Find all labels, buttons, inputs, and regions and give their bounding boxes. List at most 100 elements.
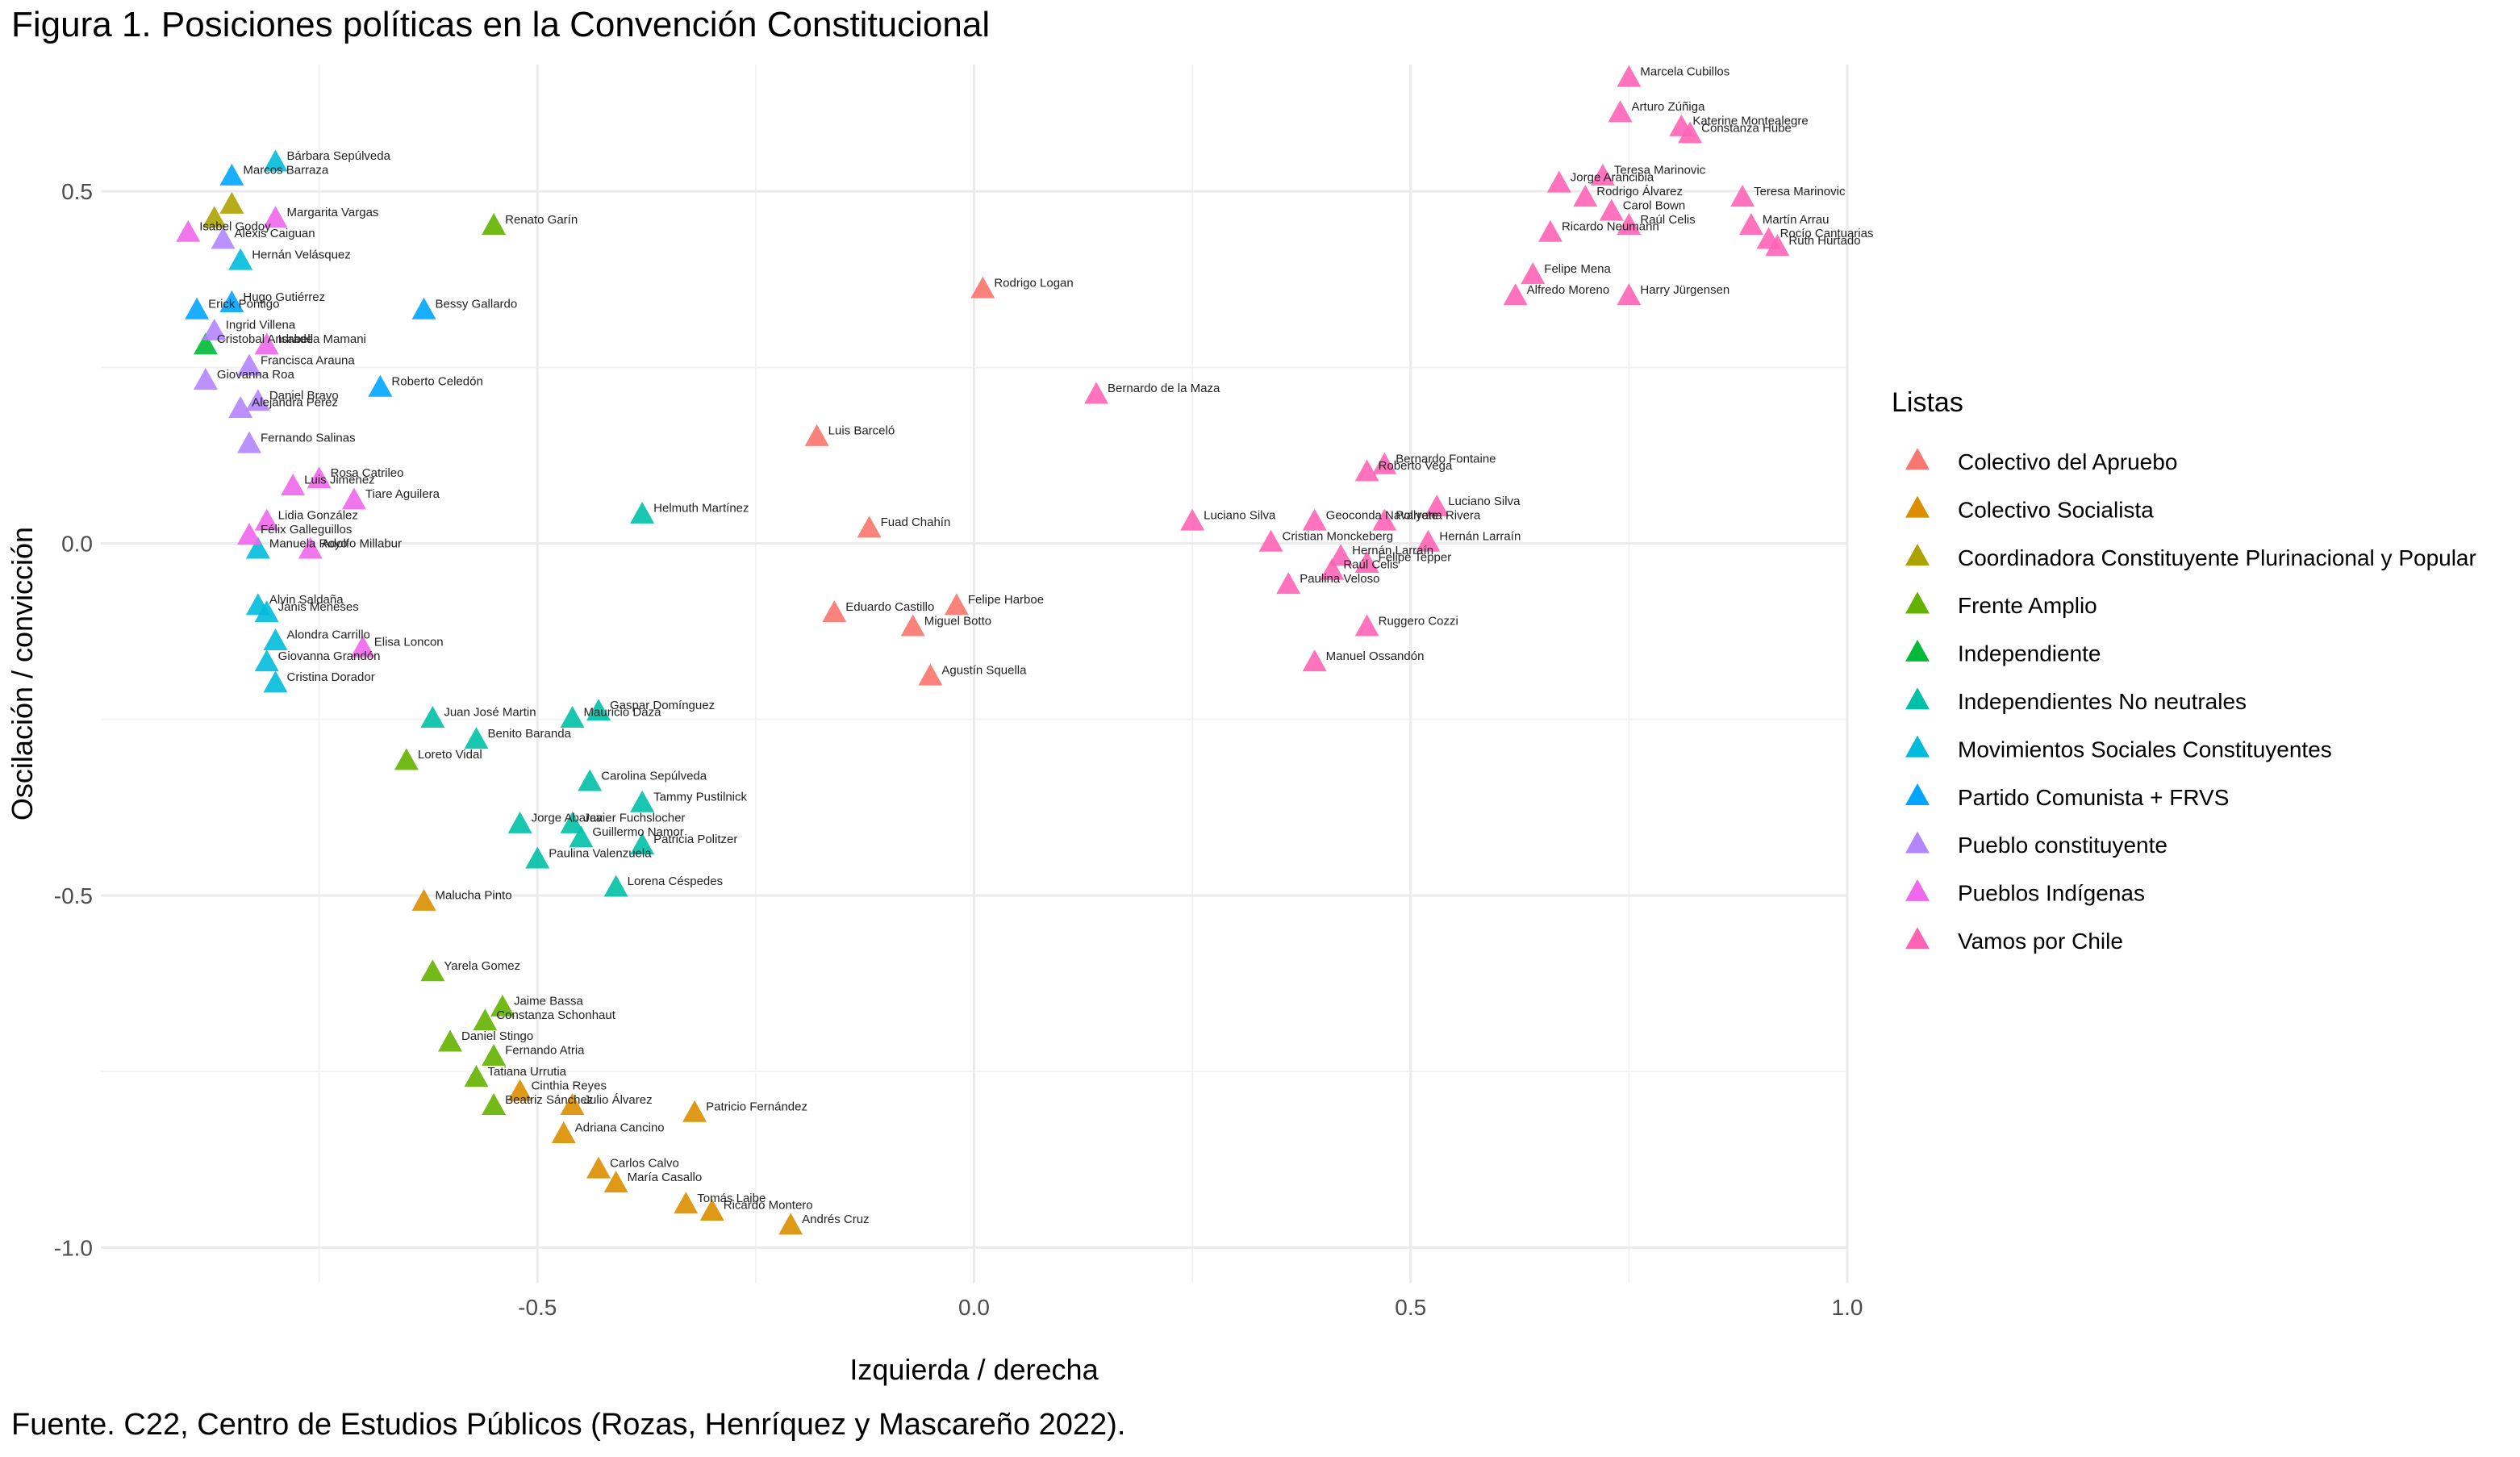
- point-label: Giovanna Grandón: [278, 649, 381, 663]
- data-point: [560, 811, 585, 833]
- data-point: [1765, 234, 1790, 257]
- point-label: Fuad Chahín: [881, 516, 951, 529]
- point-label: Manuel Ossandón: [1326, 649, 1425, 663]
- data-point: [193, 332, 218, 355]
- point-label: Rodrigo Logan: [994, 276, 1073, 290]
- point-label: Constanza Hube: [1701, 121, 1792, 135]
- legend-label: Independiente: [1958, 641, 2101, 666]
- data-point: [1546, 170, 1571, 193]
- point-label: Francisca Arauna: [261, 353, 355, 367]
- point-label: Bessy Gallardo: [436, 297, 518, 311]
- data-point: [1354, 459, 1379, 482]
- point-label: Cristobal Andrade: [217, 332, 313, 346]
- data-point: [1416, 529, 1441, 552]
- data-points: [176, 65, 1790, 1235]
- data-point: [507, 811, 532, 833]
- point-label: Marcela Cubillos: [1640, 65, 1729, 78]
- point-label: Jorge Arancibia: [1571, 170, 1654, 184]
- point-label: Isabel Godoy: [199, 219, 271, 233]
- data-point: [1180, 508, 1205, 531]
- point-label: Constanza Schonhaut: [496, 1008, 615, 1022]
- data-point: [1590, 163, 1615, 186]
- data-point: [202, 206, 227, 228]
- data-point: [420, 959, 445, 982]
- data-point: [970, 276, 995, 298]
- data-point: [1521, 262, 1546, 285]
- legend-marker: [1905, 735, 1930, 758]
- data-point: [263, 149, 288, 172]
- point-label: Patricio Fernández: [706, 1100, 807, 1114]
- data-point: [420, 705, 445, 728]
- data-point: [254, 600, 279, 623]
- point-label: Cristina Dorador: [287, 670, 375, 684]
- point-label: Benito Baranda: [487, 727, 571, 741]
- data-point: [1354, 550, 1379, 573]
- legend-label: Frente Amplio: [1958, 593, 2097, 618]
- data-point: [1537, 219, 1562, 242]
- point-label: Fernando Atria: [505, 1044, 585, 1058]
- data-point: [1730, 185, 1755, 207]
- data-point: [1573, 185, 1598, 207]
- point-label: Adriana Cancino: [575, 1121, 665, 1135]
- point-label: Cinthia Reyes: [532, 1079, 607, 1092]
- x-axis-title: Izquierda / derecha: [849, 1353, 1099, 1386]
- data-point: [630, 790, 655, 812]
- legend-label: Colectivo del Apruebo: [1958, 449, 2177, 474]
- point-label: Luis Barceló: [828, 424, 895, 438]
- y-tick-label: 0.0: [61, 532, 93, 557]
- data-point: [473, 1008, 498, 1031]
- point-label: Raúl Celis: [1640, 213, 1695, 227]
- x-tick-label: 0.0: [958, 1295, 990, 1320]
- point-label: Alexis Caiguan: [235, 227, 315, 240]
- data-point: [281, 473, 306, 495]
- point-label: Cristian Monckeberg: [1283, 530, 1394, 544]
- point-label: Guillermo Namor: [592, 825, 683, 839]
- data-point: [482, 213, 507, 236]
- data-point: [1608, 100, 1633, 123]
- data-point: [219, 163, 244, 186]
- point-label: Alvin Saldaña: [269, 593, 344, 607]
- legend-marker: [1905, 831, 1930, 854]
- point-label: Hernán Larraín: [1352, 544, 1433, 557]
- point-label: Agustín Squella: [941, 663, 1027, 677]
- point-label: Félix Galleguillos: [261, 523, 352, 536]
- point-label: Jorge Abarca: [532, 812, 603, 825]
- data-point: [682, 1100, 707, 1122]
- legend-marker: [1905, 687, 1930, 710]
- data-point: [1084, 382, 1109, 404]
- point-label: Malucha Pinto: [436, 889, 512, 903]
- data-point: [900, 614, 925, 637]
- point-label: Martín Arrau: [1763, 213, 1830, 227]
- data-point: [1678, 121, 1703, 144]
- point-label: Giovanna Roa: [217, 368, 295, 382]
- point-label: Hernán Larraín: [1439, 530, 1521, 544]
- point-label: Eduardo Castillo: [845, 600, 934, 614]
- data-point: [674, 1192, 699, 1214]
- data-point: [778, 1213, 803, 1235]
- data-point: [1372, 452, 1397, 474]
- data-point: [219, 191, 244, 214]
- data-point: [1738, 213, 1763, 236]
- point-label: Pollyana Rivera: [1396, 508, 1481, 522]
- point-label: Felipe Tepper: [1379, 551, 1452, 565]
- legend-marker: [1905, 495, 1930, 518]
- point-label: Roberto Vega: [1379, 459, 1453, 473]
- data-point: [507, 1079, 532, 1101]
- point-label: Alejandra Pérez: [252, 396, 338, 410]
- point-label: Isabella Mamani: [278, 332, 366, 346]
- data-point: [193, 368, 218, 390]
- point-label: María Casallo: [628, 1171, 703, 1184]
- legend-marker: [1905, 783, 1930, 806]
- point-labels: Rodrigo Logan Luis Barceló Fuad Chahín Edua…: [199, 65, 1873, 1226]
- point-label: Marcos Barraza: [243, 164, 329, 177]
- legend-label: Pueblos Indígenas: [1958, 881, 2145, 906]
- point-label: Helmuth Martínez: [653, 502, 749, 516]
- data-point: [804, 424, 829, 446]
- point-label: Bárbara Sepúlveda: [287, 149, 391, 163]
- legend-marker: [1905, 544, 1930, 566]
- data-point: [1329, 544, 1354, 566]
- data-point: [368, 374, 393, 397]
- point-label: Beatriz Sánchez: [505, 1093, 593, 1107]
- point-label: Renato Garín: [505, 213, 578, 227]
